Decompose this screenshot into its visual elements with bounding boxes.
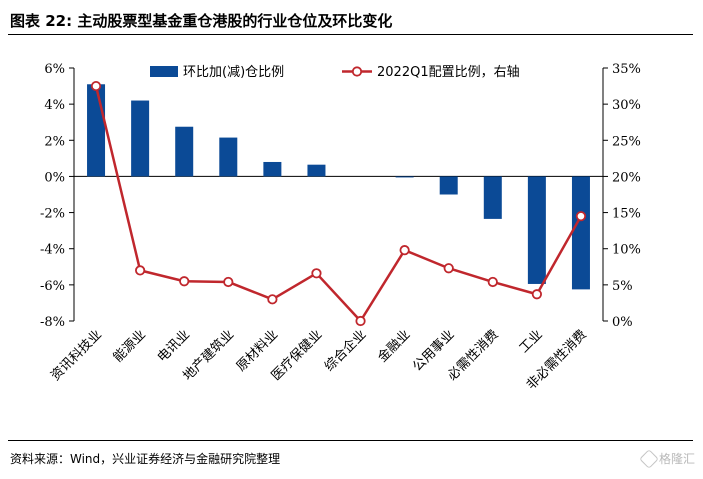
bar — [483, 176, 502, 219]
line-point — [223, 276, 234, 288]
bar — [131, 100, 150, 177]
line-path — [94, 85, 583, 323]
figure-title: 图表 22: 主动股票型基金重仓港股的行业仓位及环比变化 — [10, 12, 393, 30]
right-axis-tick-label: 30% — [612, 98, 641, 113]
bar — [571, 176, 590, 290]
legend-bar-label: 环比加(减)仓比例 — [183, 65, 284, 80]
legend-line-label: 2022Q1配置比例，右轴 — [377, 65, 520, 80]
chart-legend: 环比加(减)仓比例 2022Q1配置比例，右轴 — [150, 65, 520, 80]
figure-header: 图表 22: 主动股票型基金重仓港股的行业仓位及环比变化 — [8, 6, 693, 35]
left-axis-tick-label: -4% — [40, 243, 65, 258]
bar — [527, 176, 546, 284]
left-axis-tick-label: -6% — [40, 279, 65, 294]
left-axis-tick-label: 2% — [44, 134, 65, 149]
bar — [263, 161, 282, 177]
bar — [439, 176, 458, 195]
line-point — [90, 80, 102, 92]
line-point — [443, 263, 454, 274]
right-axis-tick-label: 0% — [612, 315, 633, 330]
bar-series — [87, 84, 590, 290]
right-axis-tick-label: 20% — [612, 170, 641, 185]
bar — [307, 164, 326, 177]
category-label: 资讯科技业 — [48, 327, 105, 384]
line-point — [355, 315, 366, 327]
category-label: 综合企业 — [321, 327, 369, 375]
gelonghui-logo-icon — [639, 448, 659, 469]
bar — [219, 137, 238, 177]
left-axis-tick-label: -2% — [40, 207, 65, 222]
category-label: 电讯业 — [155, 327, 193, 365]
chart-axes: -8% -6% -4% -2% 0% 2% 4% 6% 0% 5% 10% 15% 20% 25% 30% 3… — [40, 62, 641, 330]
bar — [87, 84, 106, 177]
line-point — [135, 265, 146, 276]
line-point — [487, 276, 498, 288]
line-point — [399, 245, 410, 256]
right-axis-tick-label: 5% — [612, 279, 633, 294]
source-note: 资料来源：Wind，兴业证券经济与金融研究院整理 — [10, 452, 281, 466]
chart: -8% -6% -4% -2% 0% 2% 4% 6% 0% 5% 10% 15% 20% 25% 30% 3… — [40, 62, 641, 393]
category-label: 能源业 — [111, 327, 149, 365]
right-axis-tick-label: 35% — [612, 62, 641, 77]
right-axis-tick-label: 15% — [612, 207, 641, 222]
left-axis-tick-label: 6% — [44, 62, 65, 77]
line-series — [90, 80, 587, 327]
category-label: 金融业 — [375, 327, 414, 366]
watermark: 格隆汇 — [639, 448, 695, 469]
footer-divider — [8, 440, 693, 441]
bar — [175, 126, 194, 177]
left-axis-tick-label: -8% — [40, 315, 65, 330]
right-axis-tick-label: 25% — [612, 134, 641, 149]
legend-line-marker — [351, 66, 363, 77]
bar — [395, 176, 414, 178]
line-point — [179, 276, 190, 287]
right-axis-tick-label: 10% — [612, 243, 641, 258]
left-axis-tick-label: 4% — [44, 98, 65, 113]
watermark-text: 格隆汇 — [658, 452, 695, 466]
line-point — [531, 289, 542, 300]
legend-bar-swatch — [150, 66, 178, 77]
left-axis-tick-label: 0% — [44, 170, 65, 185]
line-point — [311, 268, 322, 279]
line-point — [575, 211, 587, 222]
category-label: 工业 — [517, 327, 546, 356]
line-point — [267, 294, 278, 305]
